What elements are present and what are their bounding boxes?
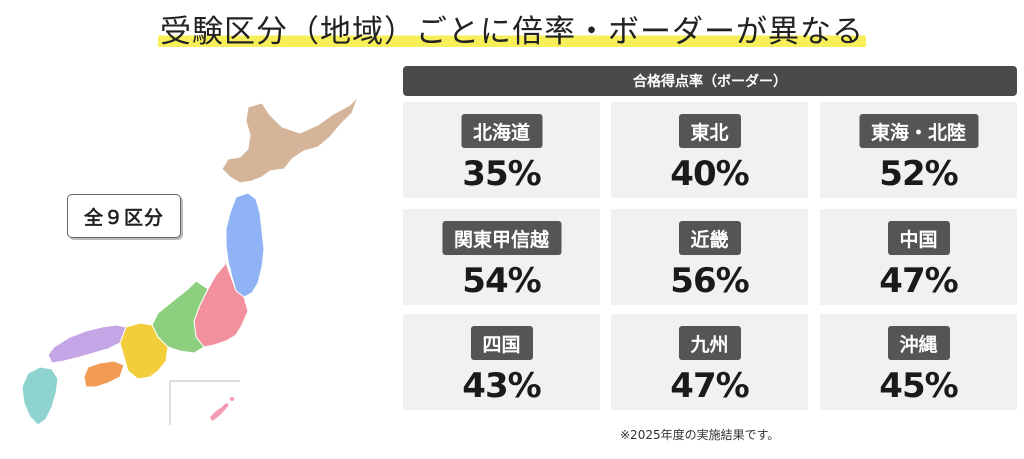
japan-map (21, 96, 359, 426)
region-label: 四国 (470, 326, 533, 360)
region-label: 九州 (678, 326, 741, 360)
cell-hokkaido: 北海道 35% (403, 102, 600, 198)
map-okinawa (210, 403, 229, 421)
map-kinki (119, 322, 169, 380)
region-rate: 56% (670, 261, 749, 301)
map-chugoku (47, 324, 127, 364)
map-chubu (151, 280, 209, 354)
cell-chugoku: 中国 47% (820, 209, 1017, 305)
region-rate: 45% (879, 366, 958, 406)
cell-kanto-koshinetsu: 関東甲信越 54% (403, 209, 600, 305)
region-label: 近畿 (678, 221, 741, 255)
region-rate: 52% (879, 154, 958, 194)
map-kyushu (21, 366, 59, 426)
cell-tohoku: 東北 40% (611, 102, 808, 198)
region-label: 東海・北陸 (858, 114, 979, 148)
footnote: ※2025年度の実施結果です。 (620, 428, 780, 442)
region-label: 関東甲信越 (441, 221, 562, 255)
region-rate: 40% (670, 154, 749, 194)
region-label: 東北 (678, 114, 741, 148)
okinawa-inset-frame (169, 380, 240, 425)
region-label: 中国 (887, 221, 950, 255)
region-count-badge: 全９区分 (67, 194, 181, 238)
region-rate: 47% (670, 366, 749, 406)
cell-tokai-hokuriku: 東海・北陸 52% (820, 102, 1017, 198)
region-rate: 43% (462, 366, 541, 406)
region-label: 沖縄 (887, 326, 950, 360)
region-label: 北海道 (460, 114, 543, 148)
page-title: 受験区分（地域）ごとに倍率・ボーダーが異なる (0, 6, 1024, 51)
table-header: 合格得点率（ボーダー） (403, 66, 1017, 96)
region-rate: 54% (462, 261, 541, 301)
map-okinawa-island (230, 397, 234, 401)
map-shikoku (83, 360, 125, 388)
page-title-text: 受験区分（地域）ごとに倍率・ボーダーが異なる (158, 14, 866, 50)
cell-shikoku: 四国 43% (403, 314, 600, 410)
map-tohoku (225, 192, 265, 298)
map-hokkaido (221, 96, 359, 184)
region-rate: 35% (462, 154, 541, 194)
cell-okinawa: 沖縄 45% (820, 314, 1017, 410)
region-rate: 47% (879, 261, 958, 301)
cell-kinki: 近畿 56% (611, 209, 808, 305)
cell-kyushu: 九州 47% (611, 314, 808, 410)
